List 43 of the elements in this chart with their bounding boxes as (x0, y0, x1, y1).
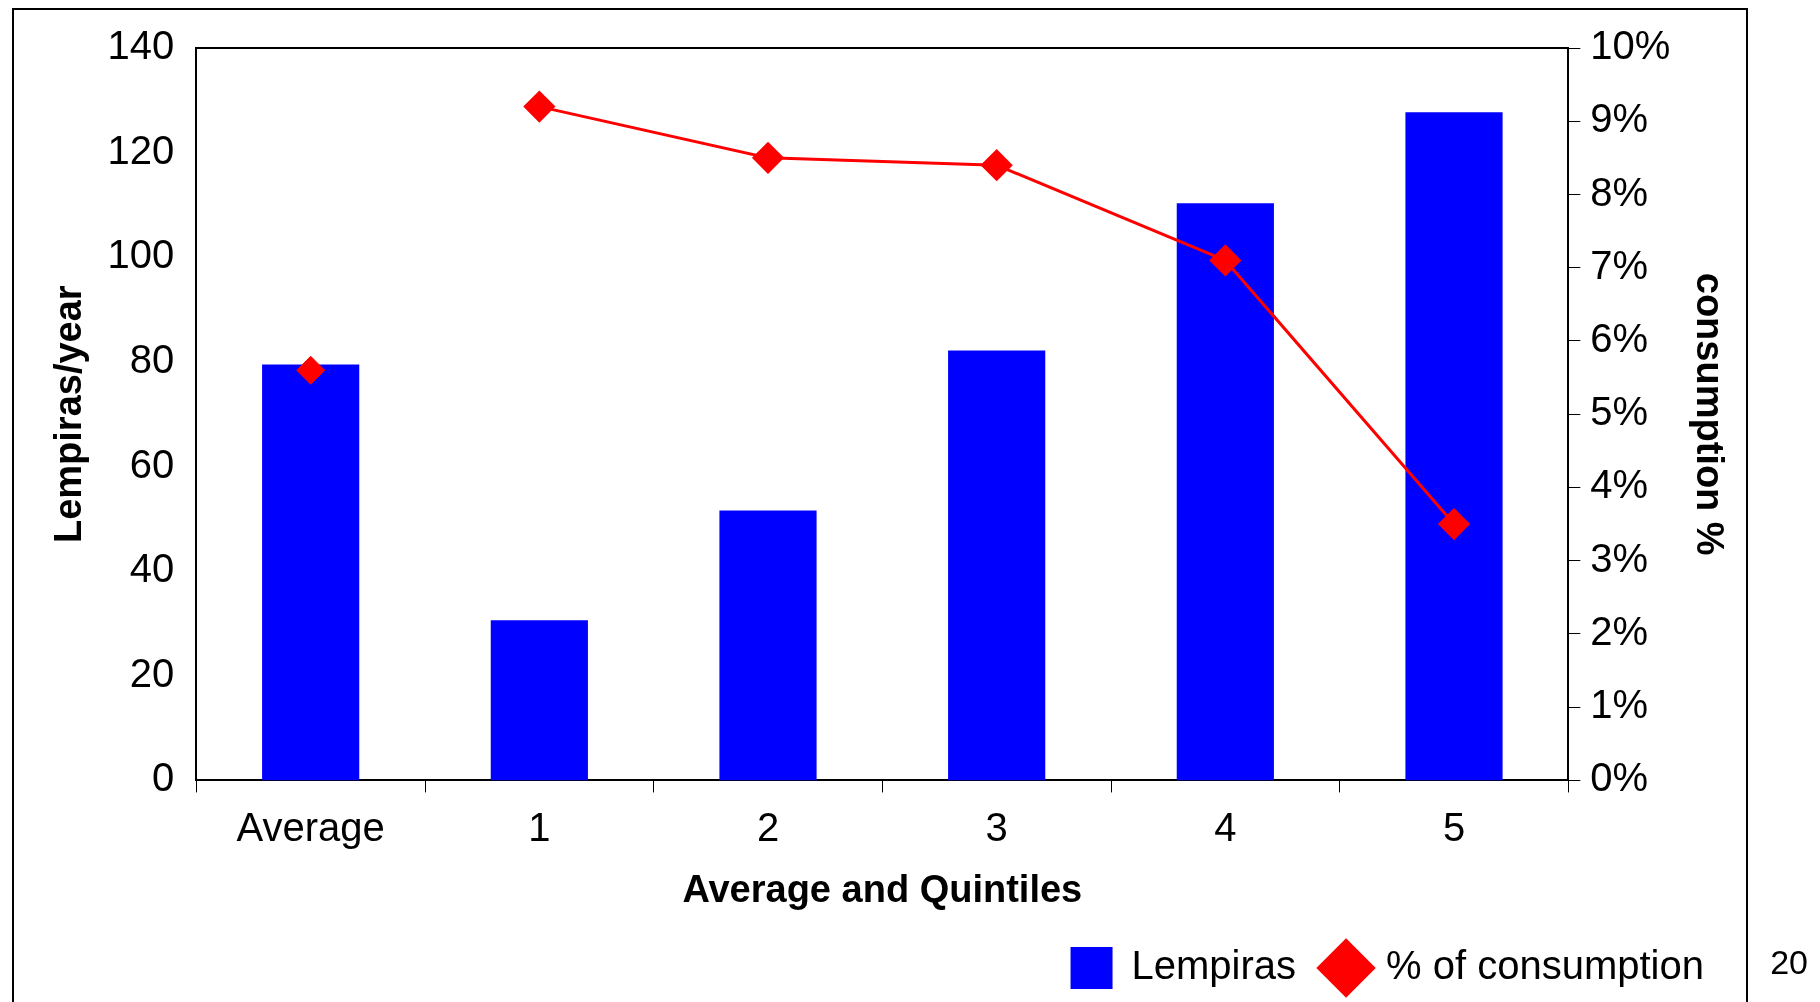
y-tick-label: 60 (129, 441, 175, 486)
y2-tick-label: 9% (1590, 96, 1649, 141)
x-tick-label: 4 (1214, 805, 1237, 850)
y-tick-label: 140 (107, 23, 175, 68)
x-tick-label: 2 (756, 805, 780, 850)
y-tick-label: 20 (129, 650, 175, 695)
bar (490, 620, 588, 781)
y2-tick-label: 10% (1590, 23, 1671, 68)
legend-label: % of consumption (1386, 943, 1704, 988)
y2-tick-label: 7% (1590, 242, 1649, 287)
bar (1405, 112, 1503, 781)
y2-tick-label: 2% (1590, 608, 1649, 653)
y2-tick-label: 0% (1590, 755, 1649, 800)
y-tick-label: 0 (152, 755, 175, 800)
text: 20 (1770, 943, 1808, 982)
y-tick-label: 100 (107, 232, 175, 277)
y2-tick-label: 6% (1590, 315, 1649, 360)
point (296, 355, 326, 385)
bar (1176, 203, 1274, 781)
x-tick-label: 5 (1442, 805, 1466, 850)
y2-tick-label: 3% (1590, 535, 1649, 580)
y-tick-label: 80 (129, 336, 175, 381)
point (981, 149, 1013, 181)
point (1438, 508, 1470, 540)
y-axis-title: Lempiras/year (47, 285, 90, 544)
bar (948, 350, 1046, 781)
x-axis-title: Average and Quintiles (682, 867, 1083, 910)
x-tick-label: 3 (985, 805, 1008, 850)
point (1209, 244, 1241, 276)
bar (719, 510, 817, 781)
y-tick-label: 40 (129, 546, 175, 591)
point (752, 142, 784, 174)
x-tick-label: Average (236, 805, 385, 850)
x-tick-label: 1 (528, 805, 551, 850)
y2-tick-label: 5% (1590, 389, 1649, 434)
bar (262, 364, 360, 781)
y2-axis-title: consumption % (1688, 272, 1731, 556)
y2-tick-label: 1% (1590, 682, 1649, 727)
point (523, 91, 555, 123)
legend-label: Lempiras (1131, 943, 1297, 988)
y-tick-label: 120 (107, 127, 175, 172)
y2-tick-label: 8% (1590, 169, 1649, 214)
y2-tick-label: 4% (1590, 462, 1649, 507)
